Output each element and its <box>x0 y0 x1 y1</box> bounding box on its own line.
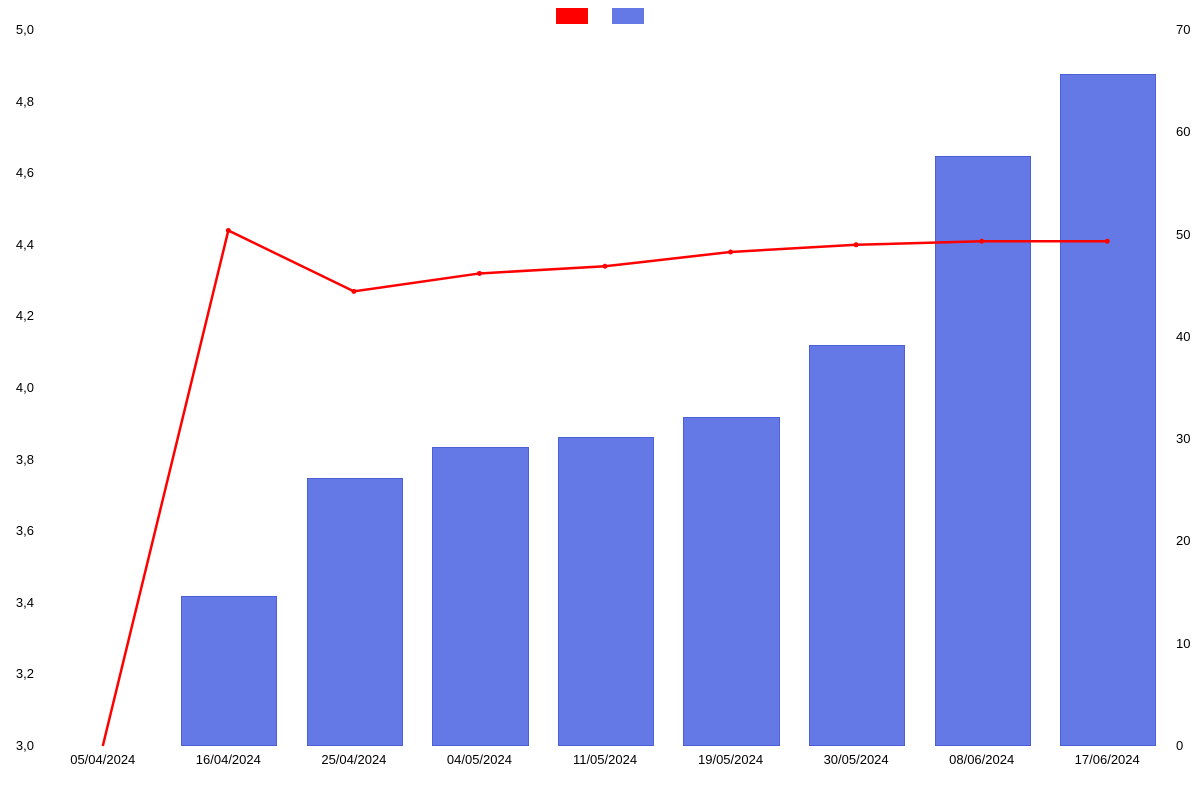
legend-swatch-bar <box>612 8 644 24</box>
right-axis-tick: 70 <box>1176 22 1190 37</box>
right-axis-tick: 20 <box>1176 533 1190 548</box>
left-axis-tick: 4,8 <box>16 94 34 109</box>
right-axis-tick: 30 <box>1176 431 1190 446</box>
left-axis-tick: 3,8 <box>16 452 34 467</box>
legend-item <box>556 8 588 24</box>
line-series <box>40 30 1170 746</box>
left-axis-tick: 3,0 <box>16 738 34 753</box>
left-axis-tick: 4,4 <box>16 237 34 252</box>
plot-area <box>40 30 1170 746</box>
x-axis-tick: 25/04/2024 <box>321 752 386 767</box>
x-axis-tick: 30/05/2024 <box>824 752 889 767</box>
x-axis-tick: 19/05/2024 <box>698 752 763 767</box>
left-axis-tick: 3,2 <box>16 666 34 681</box>
x-axis-tick: 17/06/2024 <box>1075 752 1140 767</box>
x-axis-tick: 05/04/2024 <box>70 752 135 767</box>
legend-swatch-line <box>556 8 588 24</box>
left-axis-tick: 3,4 <box>16 595 34 610</box>
right-axis-tick: 0 <box>1176 738 1183 753</box>
legend <box>556 8 644 24</box>
legend-item <box>612 8 644 24</box>
right-axis-tick: 60 <box>1176 124 1190 139</box>
left-axis-tick: 5,0 <box>16 22 34 37</box>
x-axis-tick: 16/04/2024 <box>196 752 261 767</box>
left-axis-tick: 3,6 <box>16 523 34 538</box>
x-axis-tick: 04/05/2024 <box>447 752 512 767</box>
x-axis-tick: 11/05/2024 <box>573 752 637 767</box>
right-axis-tick: 50 <box>1176 227 1190 242</box>
left-axis-tick: 4,2 <box>16 308 34 323</box>
right-axis-tick: 40 <box>1176 329 1190 344</box>
x-axis-tick: 08/06/2024 <box>949 752 1014 767</box>
left-axis-tick: 4,0 <box>16 380 34 395</box>
left-axis-tick: 4,6 <box>16 165 34 180</box>
right-axis-tick: 10 <box>1176 636 1190 651</box>
